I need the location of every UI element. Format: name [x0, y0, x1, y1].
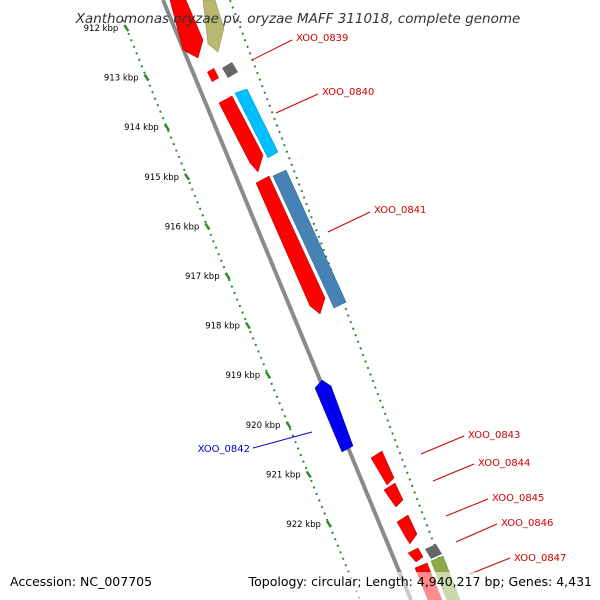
kbp-label-915: 915 kbp: [144, 173, 179, 183]
kbp-tick-918: [244, 321, 251, 330]
genome-backbone: [161, 0, 413, 600]
kbp-label-918: 918 kbp: [205, 322, 240, 332]
inner-ruler: [122, 19, 361, 600]
gene-xoo-0845[interactable]: [396, 514, 418, 545]
gene-label-xoo-0845[interactable]: XOO_0845: [492, 493, 544, 504]
gene-xoo-0842[interactable]: [314, 379, 354, 453]
kbp-tick-920: [285, 421, 292, 429]
gene-label-xoo-0846[interactable]: XOO_0846: [501, 518, 553, 529]
footer-background: [0, 572, 600, 600]
kbp-label-920: 920 kbp: [246, 421, 281, 431]
map-title: Xanthomonas oryzae pv. oryzae MAFF 31101…: [75, 11, 521, 27]
gene-xoo-0841-red[interactable]: [255, 175, 326, 315]
leader-xoo-0841: [327, 211, 371, 233]
kbp-label-913: 913 kbp: [104, 74, 139, 84]
gene-label-xoo-0842[interactable]: XOO_0842: [198, 444, 250, 455]
leader-xoo-0842: [252, 431, 313, 449]
kbp-tick-916: [204, 222, 211, 231]
gene-small-1[interactable]: [207, 68, 219, 82]
gene-small-gray[interactable]: [222, 62, 238, 78]
kbp-tick-921: [305, 470, 312, 479]
topology-text: Topology: circular; Length: 4,940,217 bp…: [248, 574, 592, 589]
kbp-label-922: 922 kbp: [286, 520, 321, 530]
leader-xoo-0845: [445, 498, 489, 517]
kbp-tick-917: [224, 272, 231, 280]
leader-xoo-0840: [275, 93, 319, 114]
accession-text: Accession: NC_007705: [10, 574, 152, 589]
kbp-label-919: 919 kbp: [226, 371, 261, 381]
kbp-tick-914: [163, 123, 170, 131]
leader-xoo-0846: [455, 523, 498, 543]
gene-labels: XOO_0839 XOO_0840 XOO_0841 XOO_0842 XOO_0843…: [198, 33, 566, 575]
leader-xoo-0847: [469, 557, 511, 575]
gene-label-xoo-0844[interactable]: XOO_0844: [478, 458, 530, 469]
gene-xoo-0840-cyan[interactable]: [234, 88, 279, 159]
gene-label-xoo-0839[interactable]: XOO_0839: [296, 33, 348, 44]
leader-xoo-0839: [251, 39, 293, 61]
gene-label-xoo-0840[interactable]: XOO_0840: [322, 87, 374, 98]
kbp-tick-919: [265, 371, 272, 379]
kbp-label-912: 912 kbp: [84, 24, 119, 34]
kbp-tick-915: [184, 173, 191, 181]
kbp-ticks: 912 kbp 913 kbp 914 kbp 915 kbp 916 kbp 917 k…: [84, 24, 332, 530]
gene-fragment[interactable]: [202, 0, 225, 53]
outer-ruler: [229, 0, 456, 600]
kbp-label-916: 916 kbp: [165, 222, 200, 232]
gene-xoo-0843[interactable]: [370, 450, 395, 486]
kbp-label-921: 921 kbp: [266, 470, 301, 480]
kbp-tick-912: [123, 24, 130, 32]
gene-xoo-0841-steel[interactable]: [272, 169, 347, 309]
kbp-tick-922: [325, 520, 332, 528]
leader-xoo-0843: [420, 435, 465, 455]
gene-label-xoo-0847[interactable]: XOO_0847: [514, 553, 566, 564]
gene-xoo-0846[interactable]: [407, 547, 424, 563]
gene-xoo-0844[interactable]: [383, 482, 404, 508]
leader-xoo-0844: [432, 463, 475, 482]
kbp-tick-913: [143, 73, 150, 82]
gene-xoo-0840-red[interactable]: [218, 95, 264, 173]
kbp-label-914: 914 kbp: [124, 123, 159, 133]
gene-label-xoo-0843[interactable]: XOO_0843: [468, 430, 520, 441]
gene-label-xoo-0841[interactable]: XOO_0841: [374, 205, 426, 216]
gene-xoo-0846-gray[interactable]: [425, 544, 442, 559]
gene-xoo-0839[interactable]: [169, 0, 204, 59]
kbp-label-917: 917 kbp: [185, 272, 220, 282]
